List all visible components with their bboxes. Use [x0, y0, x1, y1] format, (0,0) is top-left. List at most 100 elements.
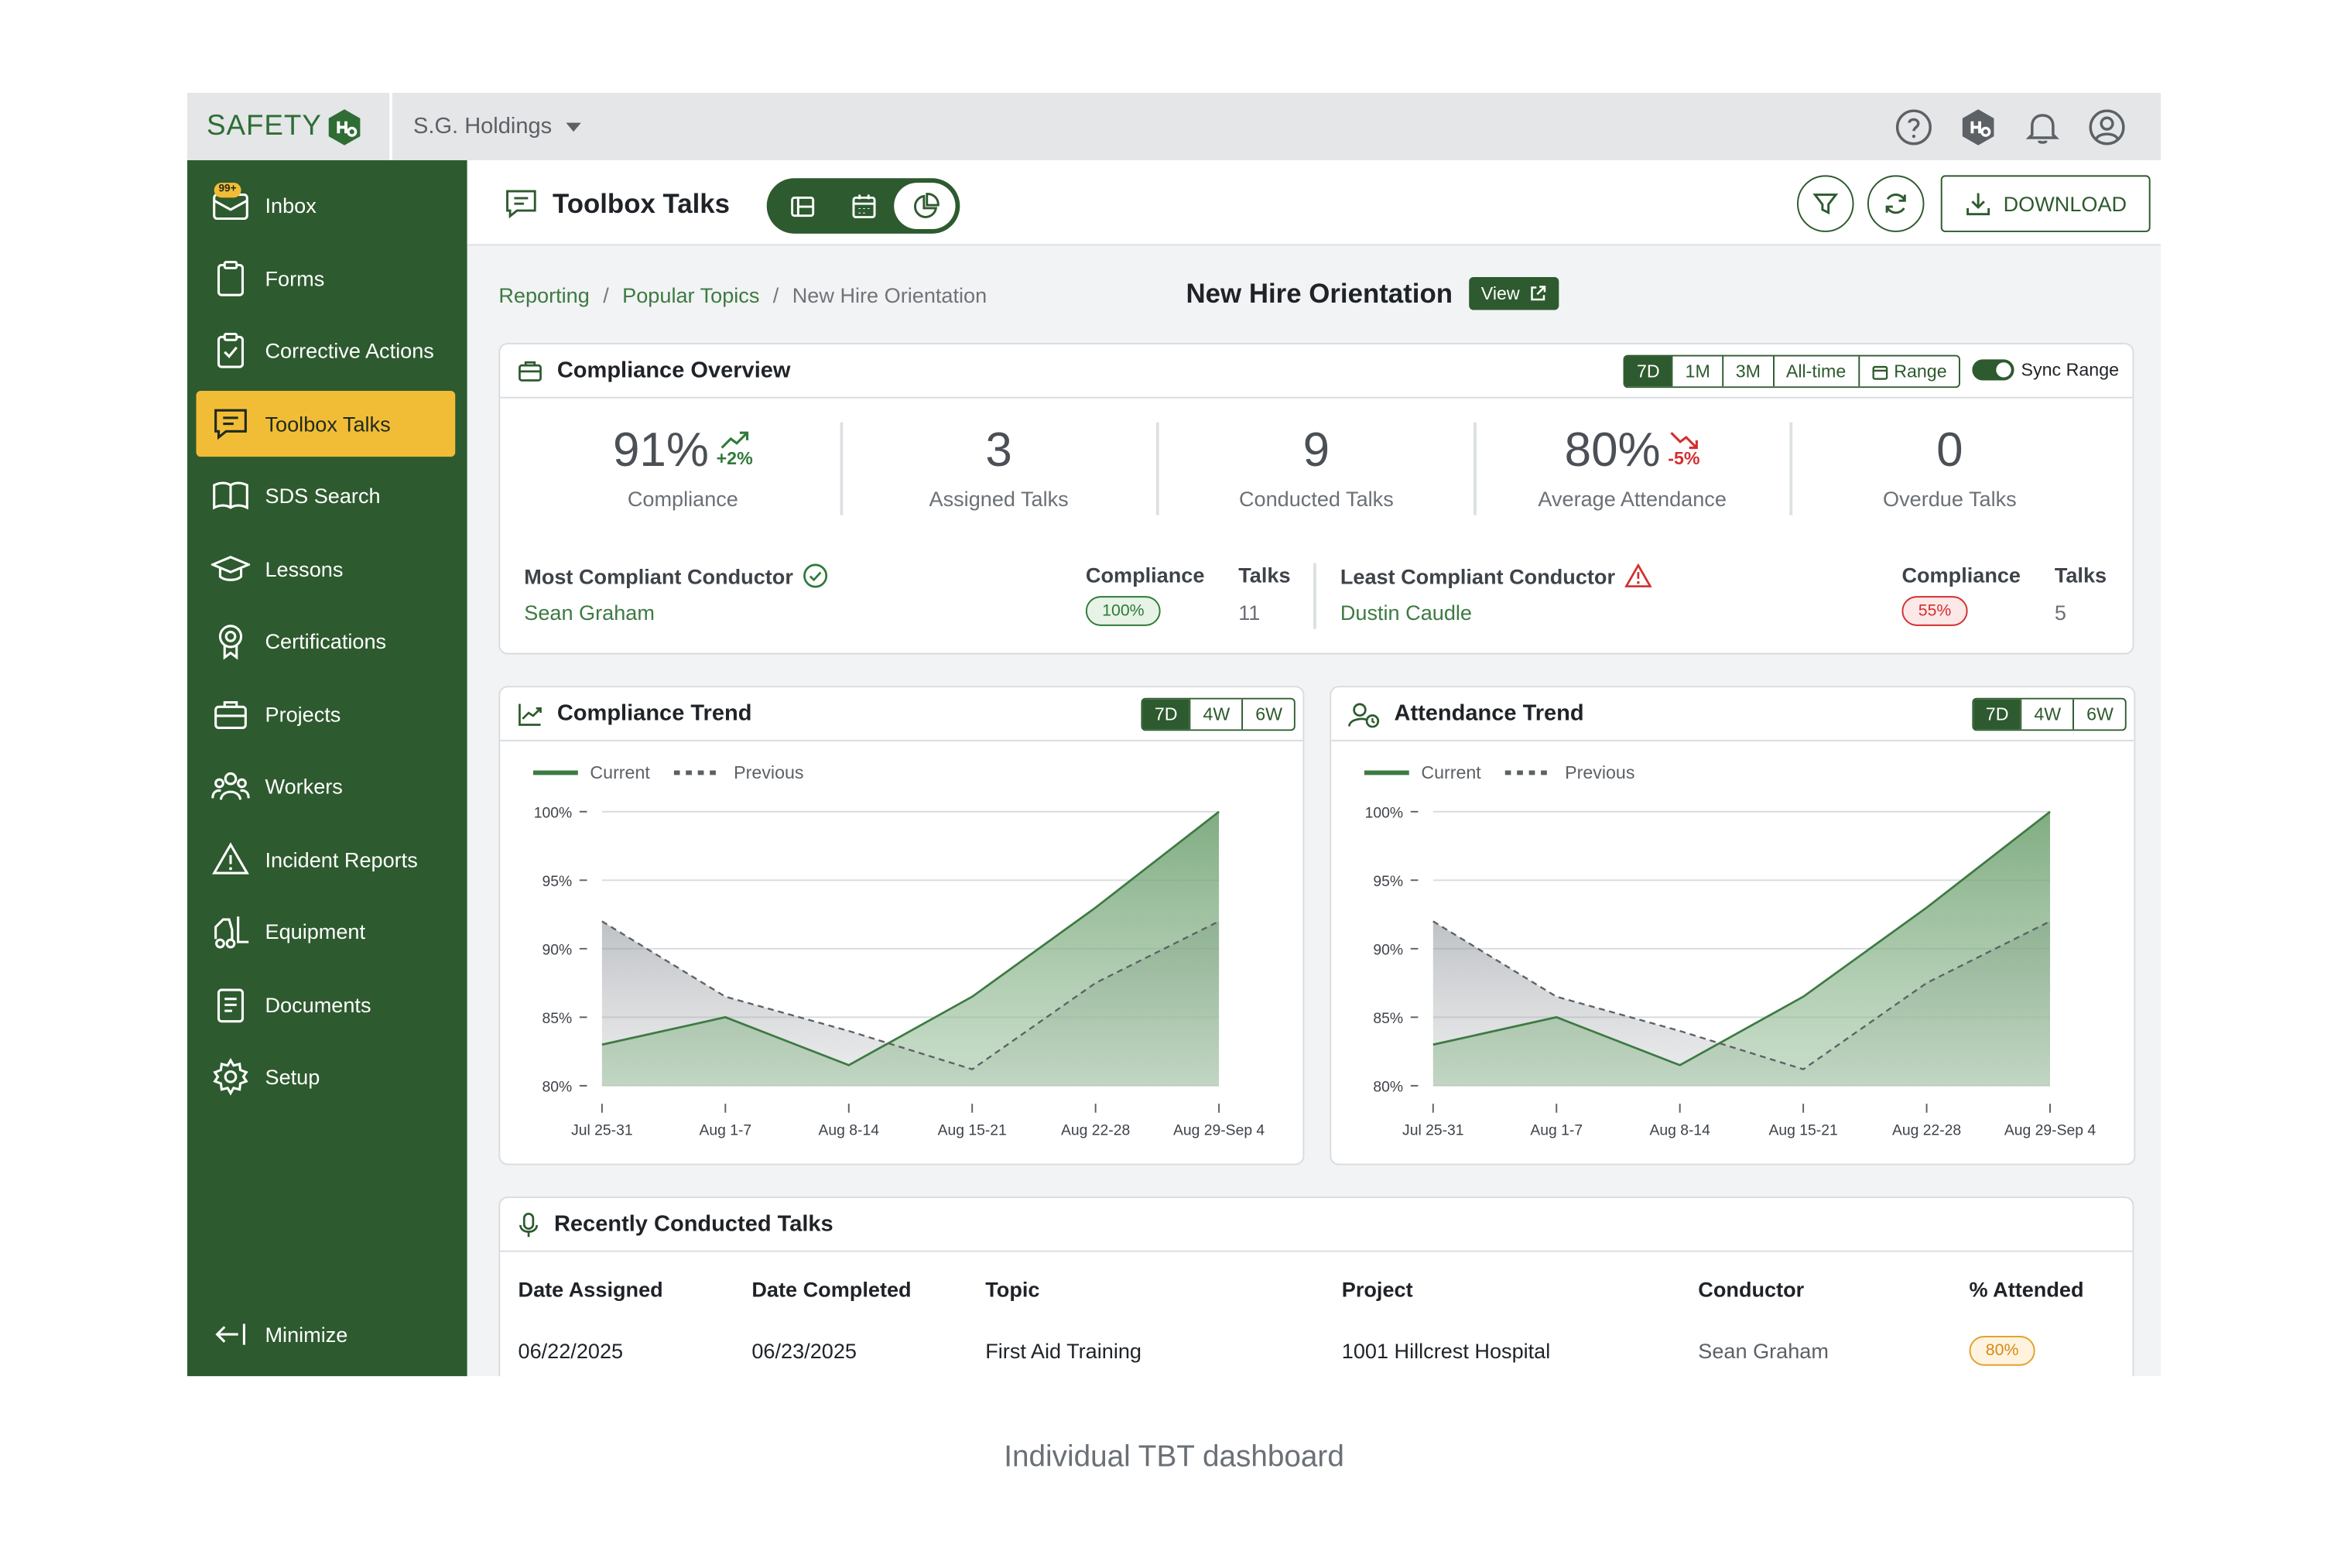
compliance-trend-chart: 100% 95% 90% 85% 80% Jul 25-31 Aug 1-7 Aug 8-14…: [534, 805, 1265, 1139]
kpi-average-attendance: 80% -5% Average Attendance: [1475, 423, 1789, 511]
sidebar-item-label: Setup: [265, 1064, 320, 1089]
range-1m[interactable]: 1M: [1672, 356, 1723, 387]
range-custom[interactable]: Range: [1857, 356, 1960, 387]
filter-button[interactable]: [1797, 175, 1854, 232]
table-row[interactable]: 06/22/2025 06/23/2025 First Aid Training…: [519, 1309, 2120, 1376]
sidebar-item-lessons[interactable]: Lessons: [196, 536, 455, 602]
legend-current-swatch: [532, 770, 578, 775]
x-tick-label: Aug 8-14: [819, 1122, 880, 1139]
most-compliant-label: Most Compliant Conductor: [524, 563, 827, 589]
hexagon-logo-icon[interactable]: [1956, 104, 1999, 148]
card-title: Attendance Trend: [1394, 700, 1584, 727]
sidebar-item-projects[interactable]: Projects: [196, 681, 455, 747]
sidebar-item-documents[interactable]: Documents: [196, 972, 455, 1038]
view-toggle: [766, 178, 960, 234]
series-current-line: [601, 810, 1220, 1066]
calendar-icon: [851, 193, 875, 218]
sidebar-item-label: Incident Reports: [265, 847, 418, 872]
users-icon: [211, 772, 250, 800]
series-previous-line: [1432, 920, 2051, 1070]
range-4w[interactable]: 4W: [1189, 699, 1242, 730]
analytics-view-button[interactable]: [894, 183, 956, 230]
page-title: New Hire Orientation: [1186, 277, 1453, 308]
range-7d[interactable]: 7D: [1624, 356, 1672, 387]
compliance-trend-card: Compliance Trend 7D 4W 6W Current Previo…: [498, 686, 1305, 1166]
book-icon: [213, 481, 248, 510]
range-all-time[interactable]: All-time: [1772, 356, 1858, 387]
y-tick-label: 90%: [542, 942, 572, 959]
bell-icon[interactable]: [2020, 104, 2063, 148]
sidebar-item-setup[interactable]: Setup: [196, 1044, 455, 1110]
sidebar-item-workers[interactable]: Workers: [196, 753, 455, 819]
inbox-badge: 99+: [214, 183, 241, 198]
refresh-button[interactable]: [1867, 175, 1925, 232]
download-icon: [1966, 193, 1990, 216]
warning-icon: [212, 842, 249, 875]
org-divider: [389, 92, 392, 161]
column-header[interactable]: Topic: [985, 1277, 1040, 1302]
view-button[interactable]: View: [1469, 276, 1559, 310]
legend-previous-swatch: [673, 770, 722, 775]
calendar-icon: [1871, 365, 1888, 379]
least-compliant-name[interactable]: Dustin Caudle: [1340, 600, 1472, 625]
range-7d[interactable]: 7D: [1142, 699, 1190, 730]
range-7d[interactable]: 7D: [1973, 699, 2021, 730]
sidebar-item-certifications[interactable]: Certifications: [196, 608, 455, 674]
award-icon: [218, 625, 243, 660]
column-header[interactable]: % Attended: [1969, 1277, 2084, 1302]
sidebar-item-label: Projects: [265, 702, 341, 727]
column-header[interactable]: Project: [1341, 1277, 1413, 1302]
range-6w[interactable]: 6W: [1241, 699, 1295, 730]
cell-project: 1001 Hillcrest Hospital: [1341, 1338, 1551, 1363]
sidebar-item-inbox[interactable]: 99+ Inbox: [196, 173, 455, 238]
range-6w[interactable]: 6W: [2072, 699, 2126, 730]
least-compliance-pill: 55%: [1901, 596, 1968, 626]
cell-conductor[interactable]: Sean Graham: [1698, 1338, 1829, 1363]
x-tick-label: Aug 22-28: [1061, 1122, 1130, 1139]
sidebar-item-equipment[interactable]: Equipment: [196, 899, 455, 964]
sidebar-item-sds-search[interactable]: SDS Search: [196, 463, 455, 529]
logo-text: SAFETY: [207, 110, 322, 142]
attendance-trend-range-selector: 7D 4W 6W: [1972, 697, 2127, 731]
briefcase-icon: [214, 700, 247, 729]
user-icon[interactable]: [2085, 104, 2128, 148]
breadcrumb-popular-topics[interactable]: Popular Topics: [622, 282, 760, 307]
toggle-switch[interactable]: [1971, 359, 2014, 381]
warning-icon: [1624, 563, 1651, 587]
legend-previous-label: Previous: [1565, 762, 1635, 784]
series-current-area: [601, 811, 1220, 1086]
breadcrumb-reporting[interactable]: Reporting: [498, 282, 590, 307]
sidebar-item-forms[interactable]: Forms: [196, 245, 455, 311]
breadcrumb: Reporting / Popular Topics / New Hire Or…: [498, 283, 987, 307]
sidebar-item-label: Certifications: [265, 628, 387, 653]
column-header[interactable]: Date Completed: [751, 1277, 912, 1302]
safety-logo[interactable]: SAFETY: [187, 93, 389, 160]
document-icon: [217, 988, 245, 1023]
cell-attended: 80%: [1969, 1309, 2120, 1376]
sync-range-toggle[interactable]: Sync Range: [1971, 359, 2119, 381]
x-tick-label: Jul 25-31: [571, 1122, 633, 1139]
sidebar-item-incident-reports[interactable]: Incident Reports: [196, 827, 455, 892]
range-4w[interactable]: 4W: [2020, 699, 2073, 730]
kpi-divider: [1155, 422, 1159, 515]
breadcrumb-separator: /: [603, 282, 609, 307]
help-icon[interactable]: [1891, 104, 1935, 148]
minimize-button[interactable]: Minimize: [196, 1302, 455, 1368]
table-view-button[interactable]: [772, 183, 833, 229]
download-button[interactable]: DOWNLOAD: [1940, 175, 2151, 232]
range-3m[interactable]: 3M: [1722, 356, 1773, 387]
filter-icon: [1812, 193, 1839, 215]
org-selector[interactable]: S.G. Holdings: [413, 93, 582, 160]
gear-icon: [213, 1057, 248, 1096]
kpi-conducted-talks: 9 Conducted Talks: [1159, 423, 1473, 511]
sidebar-item-corrective-actions[interactable]: Corrective Actions: [196, 317, 455, 383]
card-title: Recently Conducted Talks: [553, 1211, 833, 1238]
calendar-view-button[interactable]: [833, 183, 894, 229]
column-header[interactable]: Conductor: [1698, 1277, 1805, 1302]
most-compliant-name[interactable]: Sean Graham: [524, 600, 655, 625]
column-header[interactable]: Date Assigned: [518, 1277, 663, 1302]
figure-caption: Individual TBT dashboard: [1004, 1440, 1344, 1474]
sidebar-item-toolbox-talks[interactable]: Toolbox Talks: [196, 391, 456, 457]
kpi-delta: +2%: [717, 431, 753, 467]
y-tick-label: 95%: [542, 873, 572, 890]
